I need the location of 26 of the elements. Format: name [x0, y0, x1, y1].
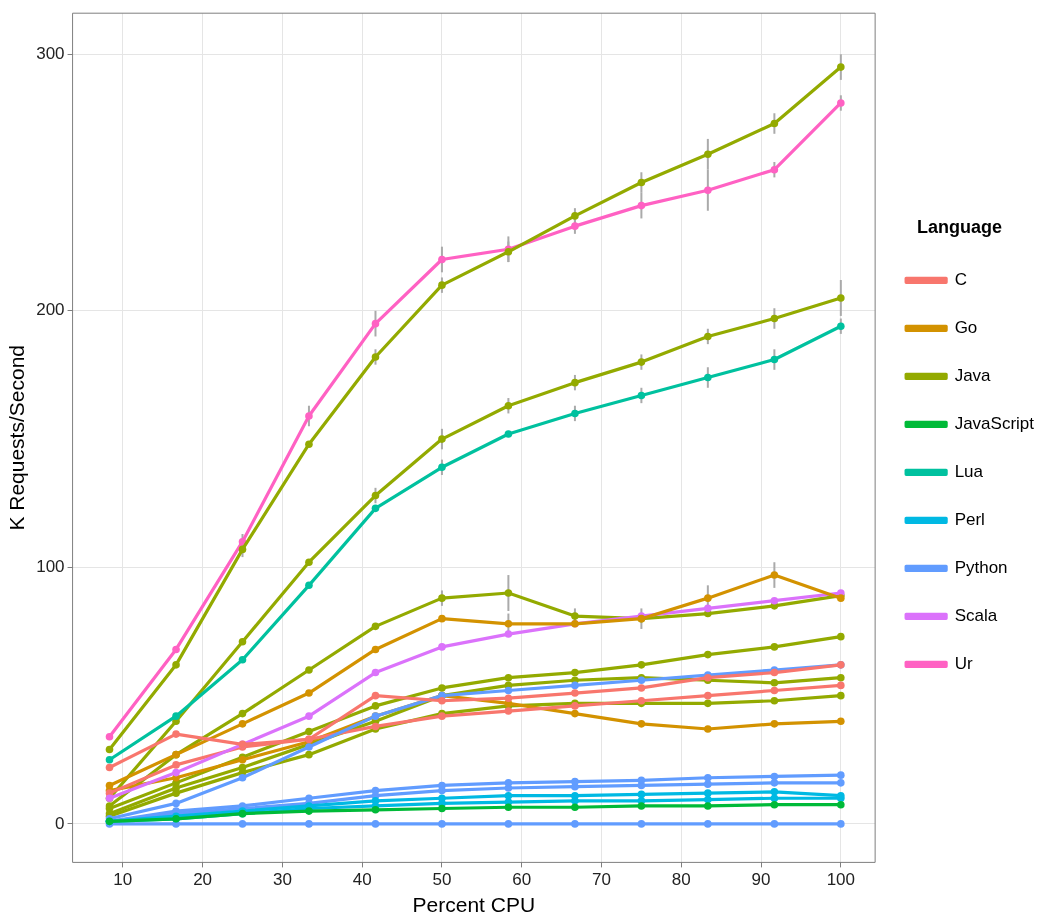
- legend-label: Python: [954, 557, 1008, 577]
- y-tick-label: 100: [36, 557, 65, 577]
- legend-label: Ur: [954, 653, 973, 673]
- legend-label: Go: [954, 317, 978, 337]
- legend-label: C: [954, 269, 967, 289]
- x-tick-label: 20: [193, 870, 213, 890]
- legend-label: Scala: [954, 605, 998, 625]
- x-tick-label: 50: [432, 870, 452, 890]
- x-tick-label: 40: [352, 870, 372, 890]
- x-axis-title: Percent CPU: [412, 893, 536, 917]
- x-tick-label: 90: [751, 870, 771, 890]
- x-tick-label: 80: [671, 870, 691, 890]
- y-axis-title: K Requests/Second: [5, 344, 29, 531]
- legend-label: Java: [954, 365, 992, 385]
- y-tick-label: 0: [55, 813, 65, 833]
- x-tick-label: 100: [826, 870, 856, 890]
- x-tick-label: 10: [113, 870, 133, 890]
- legend-title: Language: [917, 217, 1003, 238]
- x-tick-label: 30: [272, 870, 292, 890]
- legend-label: Perl: [954, 509, 985, 529]
- y-tick-label: 300: [36, 43, 65, 63]
- legend-label: Lua: [954, 461, 984, 481]
- legend-label: JavaScript: [954, 413, 1035, 433]
- x-tick-label: 70: [592, 870, 611, 890]
- x-tick-label: 60: [512, 870, 532, 890]
- y-tick-label: 200: [36, 300, 65, 320]
